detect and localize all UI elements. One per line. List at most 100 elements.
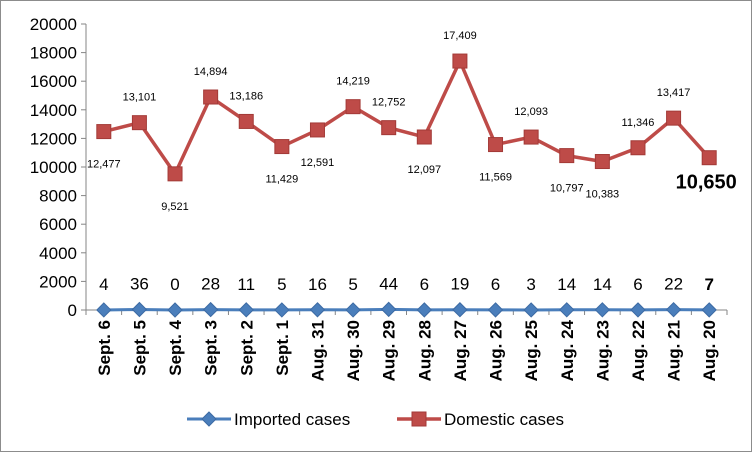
y-tick-label: 8000 xyxy=(39,187,77,206)
domestic-point xyxy=(701,150,717,166)
imported-data-label: 6 xyxy=(420,275,429,294)
imported-point xyxy=(131,301,148,318)
imported-data-label: 4 xyxy=(99,275,108,294)
imported-point xyxy=(701,302,717,318)
legend-imported-label: Imported cases xyxy=(234,410,350,429)
imported-point xyxy=(345,302,361,318)
domestic-data-label: 12,591 xyxy=(301,157,335,169)
imported-point xyxy=(452,302,468,318)
legend-domestic-marker xyxy=(411,411,427,427)
y-tick-label: 6000 xyxy=(39,215,77,234)
x-tick-label: Aug. 24 xyxy=(558,319,577,381)
imported-point xyxy=(665,301,682,318)
domestic-data-label: 10,383 xyxy=(586,189,620,201)
y-tick-label: 12000 xyxy=(30,129,77,148)
x-tick-label: Aug. 23 xyxy=(593,320,612,381)
domestic-point xyxy=(131,115,147,131)
x-tick-label: Sept. 2 xyxy=(237,320,256,376)
domestic-point xyxy=(559,148,575,164)
domestic-data-label: 13,186 xyxy=(229,90,263,102)
domestic-data-label: 11,569 xyxy=(479,172,512,184)
imported-data-label: 22 xyxy=(664,275,683,294)
imported-point xyxy=(487,302,504,318)
y-tick-label: 4000 xyxy=(39,244,77,263)
domestic-point xyxy=(345,99,361,115)
x-tick-label: Sept. 1 xyxy=(273,320,292,376)
x-tick-label: Aug. 22 xyxy=(629,320,648,381)
imported-point xyxy=(523,302,539,318)
y-tick-label: 2000 xyxy=(39,272,77,291)
domestic-point xyxy=(666,110,682,126)
domestic-data-label: 10,797 xyxy=(550,183,584,195)
domestic-data-label: 12,752 xyxy=(372,97,406,109)
domestic-data-label: 13,101 xyxy=(123,92,157,104)
domestic-data-label: 11,346 xyxy=(622,117,655,129)
x-tick-label: Aug. 30 xyxy=(344,320,363,381)
imported-cases-line xyxy=(103,307,710,312)
imported-point xyxy=(594,302,611,318)
domestic-data-label: 12,093 xyxy=(514,106,548,118)
domestic-data-label: 12,477 xyxy=(87,159,121,171)
x-tick-label: Aug. 29 xyxy=(380,320,399,381)
imported-data-label: 0 xyxy=(170,275,179,294)
domestic-data-label: 14,894 xyxy=(194,66,228,78)
y-tick-label: 10000 xyxy=(30,158,77,177)
domestic-point xyxy=(630,140,646,156)
domestic-data-label: 10,650 xyxy=(676,172,737,194)
imported-data-label: 5 xyxy=(277,275,286,294)
imported-point xyxy=(202,301,219,318)
imported-data-label: 44 xyxy=(379,274,398,293)
imported-data-label: 28 xyxy=(201,275,220,294)
imported-data-label: 19 xyxy=(450,275,469,294)
domestic-point xyxy=(203,89,219,105)
domestic-data-label: 13,417 xyxy=(657,87,691,99)
domestic-point xyxy=(416,129,432,145)
x-tick-label: Aug. 28 xyxy=(415,320,434,381)
domestic-point xyxy=(381,120,397,136)
domestic-point xyxy=(167,166,183,182)
x-tick-label: Sept. 3 xyxy=(202,320,221,376)
imported-point xyxy=(559,302,575,318)
imported-data-label: 6 xyxy=(633,275,642,294)
imported-point xyxy=(96,302,112,318)
x-tick-label: Aug. 31 xyxy=(308,320,327,381)
legend-imported-marker xyxy=(201,411,217,427)
y-tick-label: 16000 xyxy=(30,72,77,91)
legend-domestic-label: Domestic cases xyxy=(444,410,564,429)
domestic-point xyxy=(238,113,254,129)
x-tick-label: Sept. 5 xyxy=(130,320,149,376)
domestic-data-label: 11,429 xyxy=(265,174,298,186)
domestic-data-label: 17,409 xyxy=(443,30,477,42)
imported-point xyxy=(380,301,397,318)
imported-point xyxy=(274,302,290,318)
imported-point xyxy=(309,302,326,318)
imported-data-label: 3 xyxy=(526,275,535,294)
imported-data-label: 16 xyxy=(308,275,327,294)
domestic-point xyxy=(274,139,290,155)
x-tick-label: Aug. 26 xyxy=(487,320,506,381)
imported-data-label: 11 xyxy=(237,275,255,294)
imported-point xyxy=(630,302,646,318)
x-tick-label: Sept. 6 xyxy=(95,320,114,376)
domestic-data-label: 14,219 xyxy=(336,76,370,88)
x-tick-label: Aug. 27 xyxy=(451,320,470,381)
x-tick-label: Aug. 21 xyxy=(665,320,684,381)
x-tick-label: Aug. 20 xyxy=(700,320,719,381)
y-tick-label: 18000 xyxy=(30,44,77,63)
imported-data-label: 14 xyxy=(557,275,576,294)
y-tick-label: 14000 xyxy=(30,101,77,120)
imported-point xyxy=(238,302,254,318)
x-tick-label: Aug. 25 xyxy=(522,320,541,381)
imported-data-label: 5 xyxy=(348,275,357,294)
domestic-point xyxy=(594,154,610,170)
domestic-point xyxy=(452,53,468,69)
imported-data-label: 7 xyxy=(704,275,713,294)
imported-point xyxy=(167,302,183,318)
imported-data-label: 6 xyxy=(491,275,500,294)
imported-data-label: 14 xyxy=(593,275,612,294)
domestic-data-label: 9,521 xyxy=(161,201,189,213)
domestic-data-label: 12,097 xyxy=(407,164,441,176)
imported-point xyxy=(416,302,433,318)
